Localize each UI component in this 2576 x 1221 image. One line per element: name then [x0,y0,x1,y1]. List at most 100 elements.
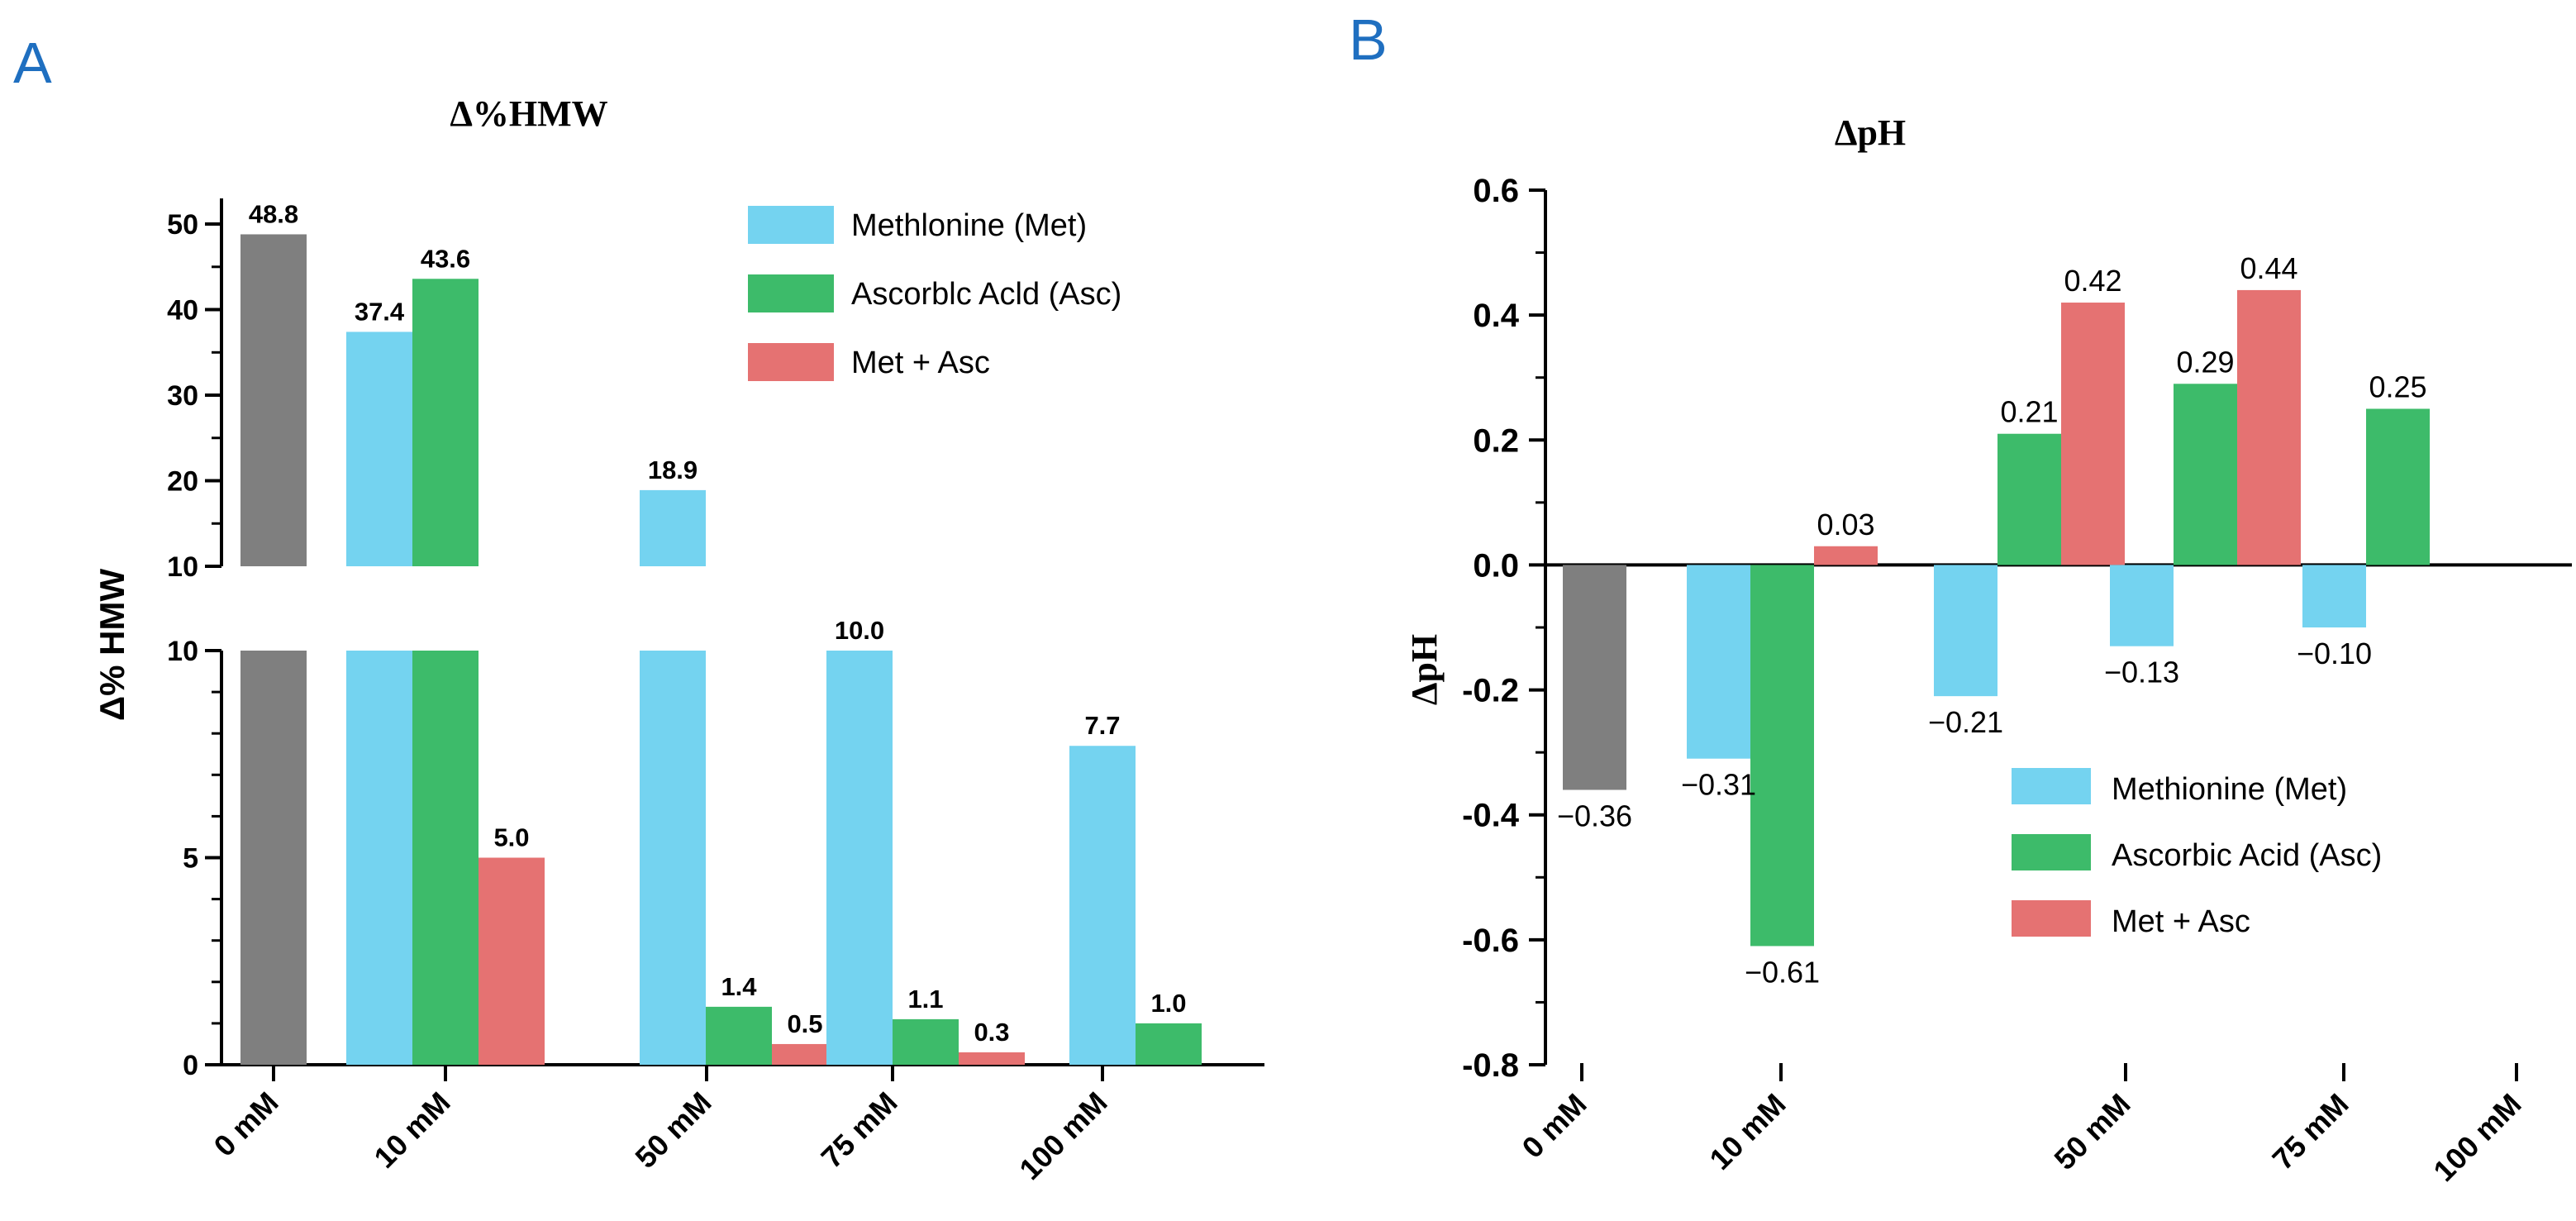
panel-letter-a: A [13,31,52,95]
panel-b-legend-label-metasc: Met + Asc [2112,904,2250,939]
panel-b-x-tick-labels: 0 mM 10 mM 50 mM 75 mM 100 mM [1516,1087,2528,1188]
panel-b-label-met: −0.21 [1928,705,2003,739]
panel-b-title: ΔpH [1835,112,1906,153]
panel-b-legend-label-asc: Ascorbic Acid (Asc) [2112,838,2382,873]
panel-a-bars [240,234,1202,1065]
panel-letter-b: B [1349,7,1388,72]
panel-b-y-tick-label: 0.4 [1473,298,1519,334]
panel-b-label-met: −0.31 [1681,768,1756,802]
panel-a-x-tick-label: 75 mM [814,1085,903,1175]
panel-a-legend-label-asc: Ascorblc Acld (Asc) [851,277,1121,312]
panel-b-label-asc: 0.25 [2369,370,2426,404]
panel-a-label-met: 7.7 [1084,711,1120,740]
panel-a-label-met: 37.4 [355,297,405,326]
panel-a-bar-metasc [959,1052,1025,1065]
panel-b-y-axis-label: ΔpH [1404,634,1445,705]
panel-a-y-tick-label: 20 [167,466,198,498]
panel-a-title: Δ%HMW [450,93,607,134]
panel-b-bars [1563,289,2430,947]
panel-a-bar-met-upper [346,331,412,566]
panel-a-x-tick-label: 0 mM [207,1085,285,1163]
panel-b-axes: 0.6 0.4 0.2 0.0 -0.2 -0.4 -0.6 -0.8 [1462,173,2572,1084]
panel-b-y-tick-label: 0.0 [1473,547,1519,584]
panel-a-bar-met [1069,746,1136,1065]
panel-a-label-metasc: 5.0 [493,823,529,852]
panel-b-bar-asc [2366,408,2430,565]
panel-b-x-tick-label: 10 mM [1702,1087,1792,1176]
panel-b-y-tick-label: -0.2 [1462,673,1519,709]
panel-b-bar-met [2110,565,2174,646]
panel-b-label-asc: −0.61 [1745,955,1820,989]
panel-b-bar-asc [2174,384,2237,565]
panel-b-label-met: −0.13 [2104,656,2179,689]
panel-a-legend-swatch-met [748,206,834,244]
panel-a-y-tick-label: 10 [167,551,198,583]
panel-b-y-tick-label: -0.6 [1462,923,1519,959]
panel-a-label-met: 18.9 [648,455,698,484]
panel-b-bar-met [1687,565,1750,759]
panel-a-bar-asc [706,1006,772,1065]
panel-a-y-tick-label: 0 [183,1050,198,1081]
panel-b-bar-metasc [2061,303,2125,565]
panel-b-x-tick-label: 0 mM [1516,1087,1593,1165]
panel-a-y-tick-label: 40 [167,295,198,327]
panel-a-legend-swatch-metasc [748,343,834,381]
panel-a-legend: Methlonine (Met) Ascorblc Acld (Asc) Met +… [748,206,1121,381]
panel-b-bar-metasc [1814,546,1878,565]
panel-a-label-control: 48.8 [249,199,298,228]
panel-a-bar-met [346,651,412,1065]
panel-a-label-asc: 1.0 [1150,989,1186,1018]
panel-b-label-asc: 0.21 [2000,395,2058,429]
panel-a-label-asc: 1.1 [907,985,943,1014]
panel-a-y-axis-label: Δ% HMW [93,569,131,722]
panel-b-legend-swatch-asc [2012,834,2091,870]
panel-b-legend-swatch-metasc [2012,900,2091,937]
panel-a-legend-label-met: Methlonine (Met) [851,208,1087,243]
panel-b-bar-met [2302,565,2366,627]
panel-a-bar-asc [1136,1023,1202,1065]
panel-b-chart: ΔpH ΔpH 0.6 0.4 0.2 0.0 -0.2 -0.4 -0.6 -0.8 −0.… [1404,112,2572,1188]
panel-a-data-labels: 48.8 37.4 43.6 5.0 18.9 1.4 0.5 10.0 1.1 0.3 7.7 1.… [249,199,1187,1047]
panel-b-label-metasc: 0.44 [2240,251,2297,285]
panel-a-x-tick-label: 50 mM [628,1085,717,1175]
panel-a-label-metasc: 0.3 [974,1018,1009,1047]
panel-a-bar-met [640,651,706,1065]
panel-a-x-tick-label: 100 mM [1012,1085,1113,1186]
panel-b-x-tick-label: 100 mM [2426,1087,2527,1188]
panel-a-bar-asc-upper [412,279,479,566]
panel-a-label-asc: 43.6 [421,244,470,273]
panel-a-x-tick-labels: 0 mM 10 mM 50 mM 75 mM 100 mM [207,1085,1114,1186]
panel-a-chart: Δ%HMW Δ% HMW 0 5 10 10 20 30 40 50 48.8 37.4 43.6… [93,93,1264,1186]
panel-b-label-control: −0.36 [1557,799,1632,832]
panel-a-label-asc: 1.4 [721,972,757,1001]
panel-b-bar-metasc [2237,289,2301,565]
panel-b-bar-control [1563,565,1626,790]
panel-a-bar-asc [412,651,479,1065]
panel-a-label-met: 10.0 [835,616,884,645]
panel-b-bar-met [1934,565,1997,697]
panel-b-label-asc: 0.29 [2176,345,2234,379]
panel-a-y-tick-label: 10 [167,636,198,667]
panel-b-x-tick-label: 50 mM [2047,1087,2136,1176]
panel-b-y-tick-label: 0.6 [1473,173,1519,209]
panel-a-bar-metasc [479,857,545,1065]
panel-b-label-metasc: 0.42 [2064,264,2121,298]
panel-a-bar-met-upper [640,489,706,566]
panel-b-y-tick-label: -0.8 [1462,1047,1519,1084]
panel-a-y-tick-label: 5 [183,843,198,875]
panel-a-legend-swatch-asc [748,274,834,312]
panel-b-y-tick-label: -0.4 [1462,798,1520,834]
panel-a-bar-control [240,651,307,1065]
panel-a-y-tick-label: 50 [167,209,198,241]
panel-b-x-tick-label: 75 mM [2265,1087,2355,1176]
panel-a-bar-control-upper [240,234,307,566]
panel-a-legend-label-metasc: Met + Asc [851,346,990,380]
panel-b-data-labels: −0.36 −0.31 −0.61 0.03 −0.21 0.21 0.42 −0.13 0.2… [1557,251,2427,990]
panel-b-legend: Methionine (Met) Ascorbic Acid (Asc) Met +… [2012,768,2382,939]
panel-b-legend-label-met: Methionine (Met) [2112,772,2347,807]
panel-b-bar-asc [1997,433,2061,565]
panel-b-label-met: −0.10 [2297,637,2372,670]
panel-b-bar-asc [1750,565,1814,947]
panel-a-y-tick-label: 30 [167,380,198,412]
